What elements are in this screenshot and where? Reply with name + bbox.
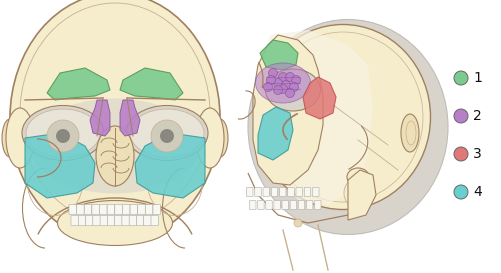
FancyBboxPatch shape (92, 204, 99, 215)
FancyBboxPatch shape (130, 204, 138, 215)
Text: 3: 3 (473, 147, 482, 161)
Ellipse shape (256, 25, 430, 209)
Circle shape (282, 81, 291, 90)
Circle shape (286, 88, 295, 97)
Polygon shape (47, 68, 110, 100)
Ellipse shape (30, 99, 200, 194)
Circle shape (47, 120, 79, 152)
Polygon shape (90, 100, 110, 136)
FancyBboxPatch shape (246, 188, 253, 197)
FancyBboxPatch shape (258, 200, 264, 209)
Circle shape (290, 82, 299, 91)
Ellipse shape (401, 114, 419, 152)
Circle shape (279, 85, 288, 93)
Circle shape (454, 185, 468, 199)
FancyBboxPatch shape (255, 188, 261, 197)
FancyBboxPatch shape (100, 204, 107, 215)
Polygon shape (258, 30, 373, 205)
Ellipse shape (58, 200, 172, 245)
Circle shape (264, 82, 273, 91)
FancyBboxPatch shape (84, 204, 92, 215)
FancyBboxPatch shape (93, 215, 100, 225)
Text: 1: 1 (473, 71, 482, 85)
Ellipse shape (22, 105, 104, 161)
FancyBboxPatch shape (304, 188, 311, 197)
Ellipse shape (256, 63, 311, 103)
FancyBboxPatch shape (296, 188, 303, 197)
FancyBboxPatch shape (263, 188, 270, 197)
FancyBboxPatch shape (71, 215, 79, 225)
Circle shape (274, 85, 283, 94)
FancyBboxPatch shape (153, 204, 160, 215)
FancyBboxPatch shape (122, 215, 129, 225)
Circle shape (279, 73, 288, 82)
Ellipse shape (212, 119, 228, 157)
FancyBboxPatch shape (282, 200, 289, 209)
Ellipse shape (248, 19, 448, 235)
Circle shape (454, 71, 468, 85)
Polygon shape (120, 68, 183, 100)
Ellipse shape (344, 180, 362, 206)
Circle shape (160, 129, 174, 143)
FancyBboxPatch shape (249, 200, 256, 209)
Polygon shape (25, 133, 95, 198)
FancyBboxPatch shape (78, 215, 86, 225)
Circle shape (286, 73, 295, 82)
FancyBboxPatch shape (280, 188, 286, 197)
FancyBboxPatch shape (266, 200, 272, 209)
FancyBboxPatch shape (138, 204, 145, 215)
Circle shape (267, 76, 276, 85)
FancyBboxPatch shape (77, 204, 84, 215)
FancyBboxPatch shape (271, 188, 278, 197)
FancyBboxPatch shape (151, 215, 158, 225)
FancyBboxPatch shape (144, 215, 151, 225)
FancyBboxPatch shape (315, 200, 321, 209)
FancyBboxPatch shape (129, 215, 137, 225)
Polygon shape (303, 77, 336, 119)
Ellipse shape (130, 109, 204, 157)
Ellipse shape (266, 69, 321, 111)
Circle shape (274, 79, 283, 88)
FancyBboxPatch shape (107, 215, 115, 225)
FancyBboxPatch shape (69, 204, 77, 215)
FancyBboxPatch shape (136, 215, 144, 225)
Ellipse shape (2, 119, 18, 157)
FancyBboxPatch shape (122, 204, 130, 215)
Circle shape (454, 109, 468, 123)
FancyBboxPatch shape (313, 188, 319, 197)
Text: 2: 2 (473, 109, 482, 123)
Ellipse shape (126, 105, 208, 161)
FancyBboxPatch shape (107, 204, 115, 215)
Ellipse shape (6, 108, 34, 168)
FancyBboxPatch shape (298, 200, 305, 209)
Polygon shape (253, 35, 323, 185)
FancyBboxPatch shape (86, 215, 93, 225)
Circle shape (454, 147, 468, 161)
Polygon shape (348, 170, 376, 220)
FancyBboxPatch shape (115, 215, 122, 225)
Ellipse shape (96, 126, 134, 186)
FancyBboxPatch shape (290, 200, 297, 209)
Polygon shape (260, 40, 298, 70)
Polygon shape (258, 107, 293, 160)
Circle shape (269, 69, 278, 78)
FancyBboxPatch shape (307, 200, 313, 209)
Circle shape (294, 219, 302, 227)
Ellipse shape (196, 108, 224, 168)
Polygon shape (120, 100, 140, 136)
Circle shape (56, 129, 70, 143)
Ellipse shape (347, 168, 369, 186)
FancyBboxPatch shape (288, 188, 294, 197)
Circle shape (292, 76, 301, 85)
FancyBboxPatch shape (274, 200, 281, 209)
Text: 4: 4 (473, 185, 482, 199)
Ellipse shape (26, 109, 100, 157)
Ellipse shape (10, 0, 220, 243)
FancyBboxPatch shape (145, 204, 153, 215)
FancyBboxPatch shape (100, 215, 108, 225)
FancyBboxPatch shape (115, 204, 122, 215)
Circle shape (151, 120, 183, 152)
Polygon shape (135, 133, 205, 198)
